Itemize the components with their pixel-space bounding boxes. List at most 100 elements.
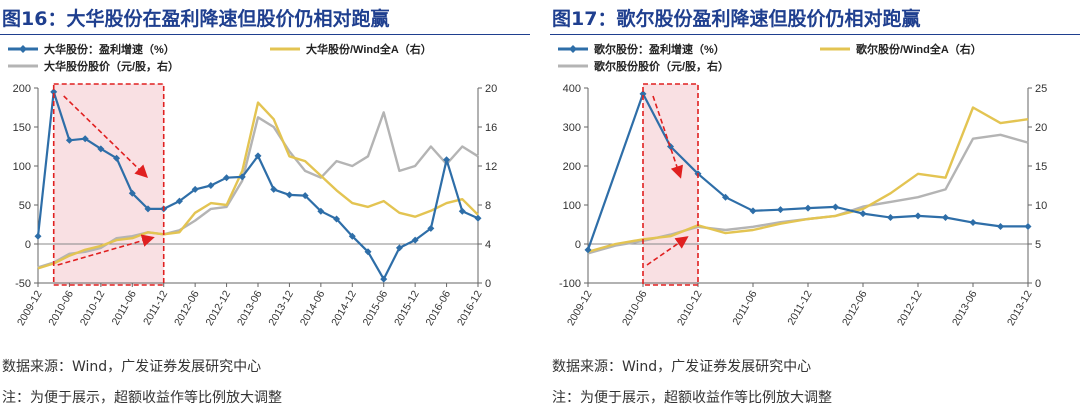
data-point	[832, 203, 839, 211]
series-line-relative	[37, 101, 479, 270]
legend-label: 大华股份股价（元/股，右）	[44, 59, 179, 73]
data-point	[348, 232, 356, 240]
data-point	[584, 246, 592, 254]
y-tick-label-right: 8	[485, 200, 491, 212]
y-tick-label-left: 100	[13, 161, 31, 173]
source-text: 数据来源：Wind，广发证券发展研究中心	[552, 359, 812, 375]
y-tick-label-right: 16	[485, 122, 497, 134]
data-point	[254, 152, 262, 160]
x-tick-label: 2014-12	[329, 288, 359, 328]
highlight-box	[642, 83, 699, 286]
trend-arrow-up	[57, 234, 155, 266]
series-line-relative	[587, 106, 1029, 253]
line-chart-svg: 歌尔股份：盈利增速（%） 歌尔股份/Wind全A（右） 歌尔股份股价（元/股，右） -…	[558, 42, 1047, 328]
title-divider	[0, 34, 530, 35]
source-text: 数据来源：Wind，广发证券发展研究中心	[2, 359, 262, 375]
y-tick-label-right: 0	[485, 278, 491, 290]
y-tick-label-left: 100	[563, 200, 581, 212]
x-tick-label: 2012-06	[172, 288, 202, 328]
legend: 大华股份：盈利增速（%） 大华股份/Wind全A（右） 大华股份股价（元/股，右）	[8, 42, 432, 73]
x-tick-label: 2015-12	[392, 288, 422, 328]
y-tick-label-right: 4	[485, 239, 491, 251]
data-point	[777, 206, 784, 214]
data-point	[175, 197, 183, 205]
x-tick-label: 2012-06	[840, 288, 870, 328]
y-tick-label-right: 10	[1035, 200, 1047, 212]
data-point	[395, 244, 403, 252]
data-point	[914, 212, 922, 220]
data-point	[722, 193, 729, 201]
chart-panel-right: 图17：歌尔股份盈利降速但股价仍相对跑赢 歌尔股份：盈利增速（%） 歌尔股份/Wi…	[550, 0, 1080, 412]
data-point	[427, 224, 435, 232]
x-tick-label: 2013-06	[235, 288, 265, 328]
x-tick-label: 2011-06	[730, 288, 759, 327]
note-text: 注：为便于展示，超额收益作等比例放大调整	[552, 390, 832, 406]
data-point	[1024, 222, 1032, 230]
note-text: 注：为便于展示，超额收益作等比例放大调整	[2, 390, 282, 406]
y-tick-label-right: 20	[1035, 122, 1047, 134]
legend-label: 歌尔股份：盈利增速（%）	[594, 42, 725, 56]
data-point	[238, 173, 246, 181]
x-tick-label: 2013-12	[266, 288, 296, 328]
data-point	[859, 210, 867, 218]
x-tick-label: 2010-12	[675, 288, 705, 328]
y-tick-label-right: 20	[485, 83, 497, 95]
highlight-region	[643, 84, 698, 285]
data-point	[270, 185, 278, 193]
x-tick-label: 2010-12	[78, 288, 108, 328]
y-tick-label-left: 0	[25, 239, 31, 251]
data-point	[380, 275, 388, 283]
trend-arrow-down	[652, 95, 683, 179]
data-point	[749, 207, 757, 215]
data-point	[364, 248, 372, 256]
data-point	[34, 232, 42, 240]
data-point	[65, 136, 73, 144]
data-point	[411, 236, 419, 244]
chart-panel-left: 图16：大华股份在盈利降速但股价仍相对跑赢 大华股份：盈利增速（%） 大华股份/W…	[0, 0, 530, 412]
data-point	[317, 207, 325, 215]
x-tick-label: 2014-06	[298, 288, 328, 328]
x-tick-label: 2009-12	[15, 288, 45, 328]
data-point	[128, 189, 136, 197]
y-tick-label-left: 200	[563, 161, 581, 173]
y-tick-label-right: 5	[1035, 239, 1041, 251]
legend-label: 大华股份/Wind全A（右）	[306, 42, 432, 56]
x-tick-label: 2012-12	[895, 288, 925, 328]
data-point	[301, 192, 309, 200]
y-tick-label-left: 150	[13, 122, 31, 134]
chart-title: 图17：歌尔股份盈利降速但股价仍相对跑赢	[552, 8, 921, 30]
chart-title: 图16：大华股份在盈利降速但股价仍相对跑赢	[2, 8, 390, 30]
y-tick-label-right: 25	[1035, 83, 1047, 95]
data-point	[97, 145, 105, 153]
legend-marker	[19, 45, 27, 53]
legend-label: 大华股份：盈利增速（%）	[44, 42, 175, 56]
y-tick-label-left: 0	[575, 239, 581, 251]
trend-arrow-down	[63, 95, 149, 178]
data-point	[804, 204, 812, 212]
x-tick-label: 2013-12	[1005, 288, 1035, 328]
x-tick-label: 2016-12	[455, 288, 485, 328]
x-tick-label: 2011-12	[141, 288, 170, 327]
y-tick-label-left: 400	[563, 83, 581, 95]
y-tick-label-left: 300	[563, 122, 581, 134]
y-tick-label-left: -100	[559, 278, 581, 290]
legend-label: 歌尔股份股价（元/股，右）	[594, 59, 729, 73]
data-point	[50, 88, 58, 96]
x-tick-label: 2013-06	[950, 288, 980, 328]
x-tick-label: 2015-06	[361, 288, 391, 328]
y-tick-label-left: -50	[15, 278, 31, 290]
data-point	[639, 90, 647, 98]
x-tick-label: 2012-12	[204, 288, 234, 328]
y-tick-label-right: 0	[1035, 278, 1041, 290]
legend: 歌尔股份：盈利增速（%） 歌尔股份/Wind全A（右） 歌尔股份股价（元/股，右）	[558, 42, 982, 73]
data-point	[144, 205, 152, 213]
title-divider	[550, 34, 1080, 35]
x-tick-label: 2009-12	[565, 288, 595, 328]
series-line-growth	[586, 92, 1028, 251]
x-tick-label: 2010-06	[620, 288, 650, 328]
highlight-box	[52, 83, 165, 286]
x-tick-label: 2011-12	[785, 288, 814, 327]
data-point	[223, 174, 231, 182]
y-tick-label-right: 15	[1035, 161, 1047, 173]
data-point	[887, 213, 894, 221]
